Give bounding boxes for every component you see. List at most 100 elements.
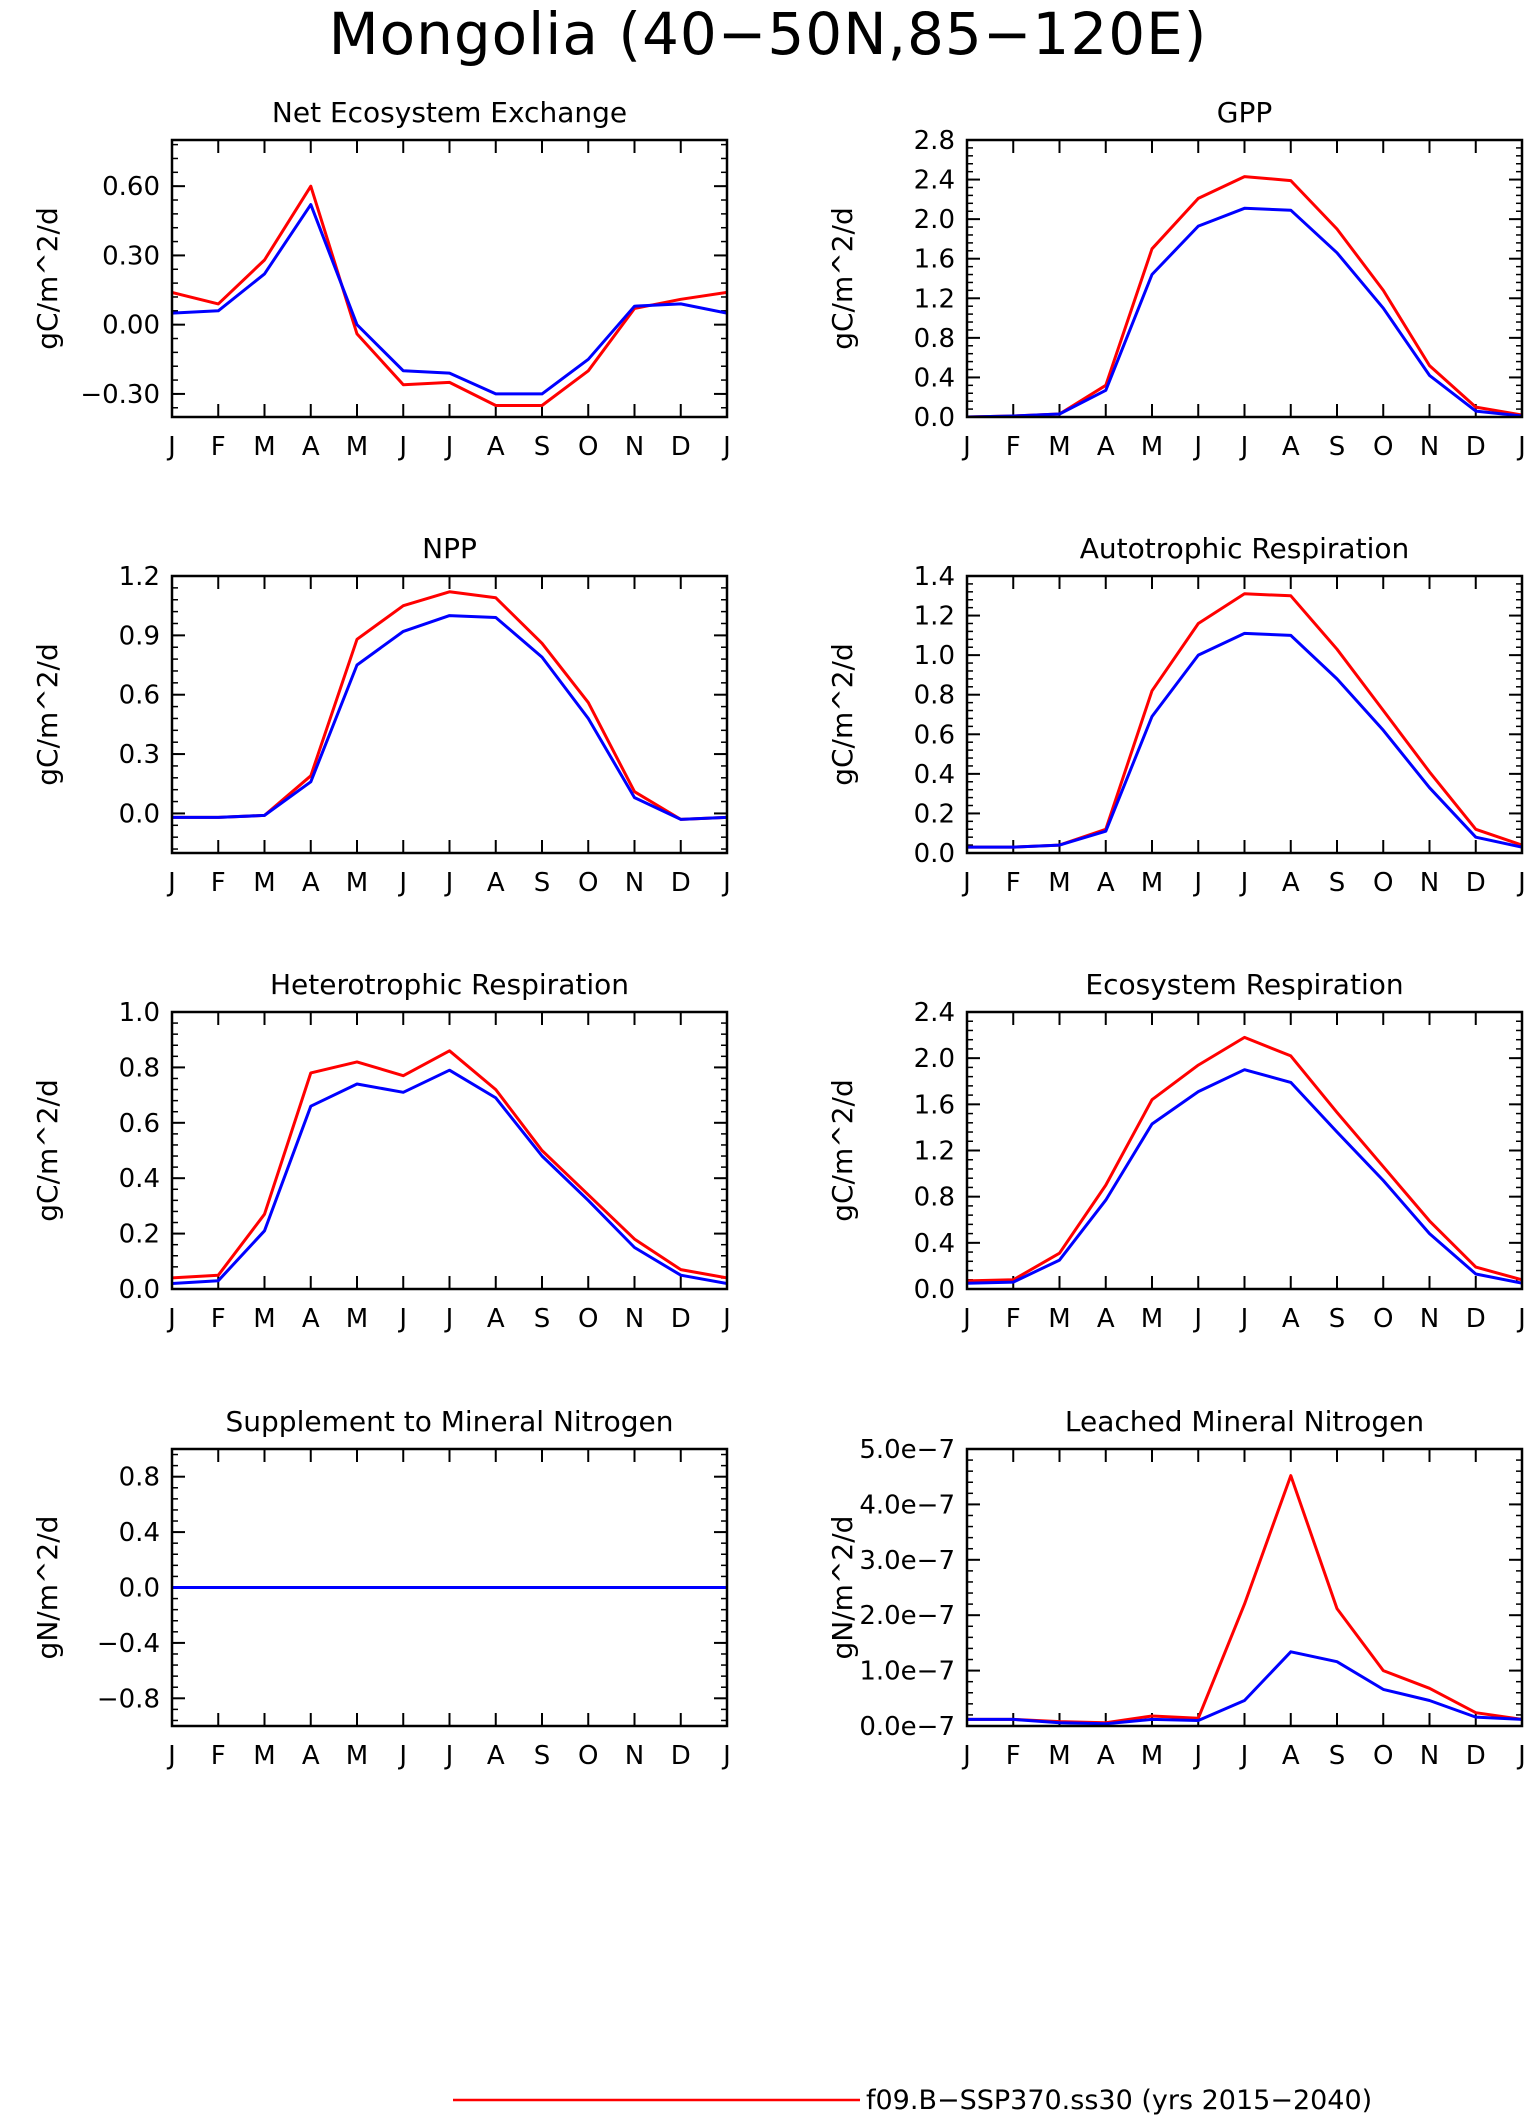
x-tick-label: J [166, 868, 176, 898]
x-tick-label: J [1516, 1304, 1526, 1334]
y-tick-label: 3.0e−7 [859, 1546, 955, 1576]
plot-frame [965, 574, 1524, 855]
x-tick-label: J [1516, 1741, 1526, 1771]
x-tick-label: O [578, 1304, 598, 1334]
x-tick-label: J [166, 1304, 176, 1334]
plot-frame [170, 574, 729, 855]
x-tick-label: O [1373, 868, 1393, 898]
legend-label-ssp370: f09.B−SSP370.ss30 (yrs 2015−2040) [866, 2085, 1372, 2116]
x-tick-label: D [671, 1741, 691, 1771]
y-tick-label: 1.6 [914, 1090, 955, 1120]
x-tick-label: M [253, 1741, 275, 1771]
x-tick-label: O [578, 1741, 598, 1771]
x-tick-label: A [302, 432, 320, 462]
x-tick-label: J [397, 1304, 407, 1334]
figure-title: Mongolia (40−50N,85−120E) [329, 0, 1208, 68]
x-tick-label: J [1516, 868, 1526, 898]
x-tick-label: A [1097, 868, 1115, 898]
x-tick-label: J [444, 432, 454, 462]
x-tick-label: M [1141, 432, 1163, 462]
series-line-red [967, 592, 1522, 849]
x-tick-label: O [1373, 1741, 1393, 1771]
y-tick-label: 0.60 [102, 172, 160, 202]
y-tick-label: 0.4 [914, 1229, 955, 1259]
legend: f09.B−SSP370.ss30 (yrs 2015−2040) [453, 2085, 1372, 2116]
x-tick-label: J [444, 1741, 454, 1771]
x-tick-label: D [1466, 1741, 1486, 1771]
y-tick-label: 1.2 [914, 284, 955, 314]
x-tick-label: J [166, 1741, 176, 1771]
x-tick-label: M [346, 1304, 368, 1334]
x-tick-label: F [1006, 1741, 1021, 1771]
x-tick-label: O [1373, 432, 1393, 462]
x-tick-label: M [253, 1304, 275, 1334]
y-tick-label: 0.30 [102, 241, 160, 271]
x-tick-label: F [1006, 1304, 1021, 1334]
x-tick-label: A [487, 432, 505, 462]
panel-title: NPP [422, 532, 477, 565]
x-tick-label: J [1239, 1741, 1249, 1771]
y-tick-label: −0.4 [97, 1629, 160, 1659]
x-tick-label: J [1516, 432, 1526, 462]
x-tick-label: M [253, 432, 275, 462]
x-tick-label: F [211, 1741, 226, 1771]
y-tick-label: 0.9 [119, 621, 160, 651]
x-tick-label: M [253, 868, 275, 898]
plot-frame [170, 1010, 729, 1291]
x-tick-label: F [1006, 432, 1021, 462]
panel-title: Heterotrophic Respiration [270, 968, 629, 1001]
x-tick-label: S [1329, 432, 1346, 462]
x-tick-label: D [671, 868, 691, 898]
x-tick-label: S [534, 1741, 551, 1771]
y-tick-label: 0.4 [119, 1164, 160, 1194]
y-tick-label: 0.8 [914, 1183, 955, 1213]
x-tick-label: J [1239, 868, 1249, 898]
x-tick-label: A [487, 1741, 505, 1771]
x-tick-label: M [346, 432, 368, 462]
x-tick-label: N [625, 432, 644, 462]
y-tick-label: 0.2 [914, 799, 955, 829]
panel-1: Net Ecosystem Exchange gC/m^2/d −0.30 0.00 0… [31, 96, 731, 462]
y-tick-label: −0.30 [80, 380, 160, 410]
y-tick-label: 0.4 [914, 760, 955, 790]
y-tick-label: −0.8 [97, 1684, 160, 1714]
x-tick-label: A [302, 1304, 320, 1334]
plot-frame [965, 1447, 1524, 1728]
y-axis-label: gC/m^2/d [31, 1079, 64, 1222]
x-tick-label: N [1420, 1741, 1439, 1771]
x-tick-label: D [1466, 432, 1486, 462]
x-tick-label: A [1282, 432, 1300, 462]
x-tick-label: F [211, 1304, 226, 1334]
y-tick-label: 0.3 [119, 740, 160, 770]
x-tick-label: A [302, 868, 320, 898]
y-tick-label: 2.0 [914, 205, 955, 235]
x-tick-label: O [578, 432, 598, 462]
y-tick-label: 0.00 [102, 311, 160, 341]
x-tick-label: S [1329, 868, 1346, 898]
x-tick-label: N [1420, 1304, 1439, 1334]
x-tick-label: A [1282, 1304, 1300, 1334]
x-tick-label: J [397, 432, 407, 462]
x-tick-label: M [1048, 1741, 1070, 1771]
series-line-red [967, 1474, 1522, 1725]
x-tick-label: J [1192, 868, 1202, 898]
x-tick-label: J [444, 868, 454, 898]
y-tick-label: 1.0e−7 [859, 1657, 955, 1687]
y-tick-label: 5.0e−7 [859, 1435, 955, 1465]
y-axis-label: gN/m^2/d [31, 1516, 64, 1660]
x-tick-label: N [1420, 868, 1439, 898]
y-tick-label: 0.0e−7 [859, 1712, 955, 1742]
y-tick-label: 2.4 [914, 166, 955, 196]
x-tick-label: S [534, 868, 551, 898]
series-line-red [172, 1049, 727, 1280]
y-tick-label: 2.4 [914, 998, 955, 1028]
x-tick-label: D [1466, 868, 1486, 898]
x-tick-label: J [397, 1741, 407, 1771]
panel-title: Supplement to Mineral Nitrogen [226, 1405, 674, 1438]
y-tick-label: 0.8 [914, 324, 955, 354]
y-tick-label: 0.0 [914, 403, 955, 433]
series-line-blue [172, 1068, 727, 1285]
plot-frame [965, 138, 1524, 419]
